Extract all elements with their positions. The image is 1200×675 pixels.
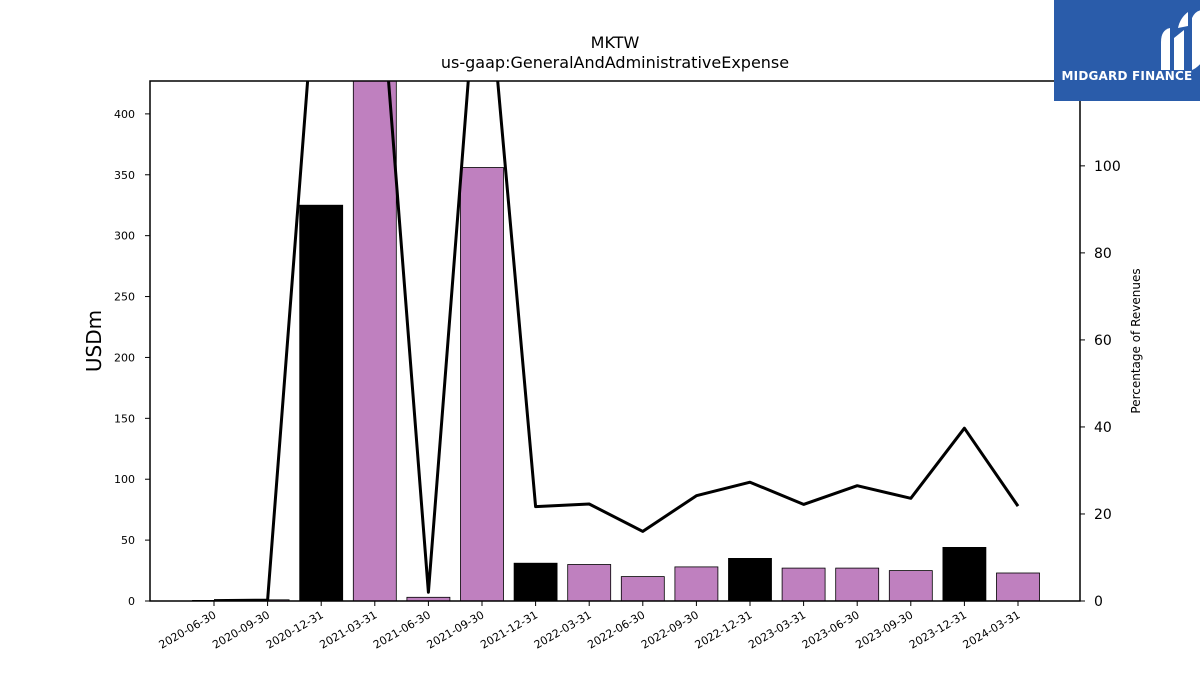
y-tick-label: 300	[114, 230, 135, 243]
bar	[835, 567, 880, 602]
x-tick-label: 2022-12-31	[693, 608, 755, 651]
x-tick-label: 2021-12-31	[478, 608, 540, 651]
y-tick-label: 100	[114, 473, 135, 486]
bar	[513, 562, 558, 602]
y2-tick-label: 0	[1094, 594, 1103, 610]
x-tick-label: 2022-03-31	[532, 608, 594, 651]
bar	[620, 576, 665, 602]
x-tick-label: 2023-03-31	[746, 608, 808, 651]
bar	[942, 547, 987, 602]
y2-axis-label: Percentage of Revenues	[1129, 268, 1143, 413]
bar	[299, 204, 344, 602]
bar	[460, 167, 504, 602]
x-tick-label: 2023-12-31	[907, 608, 969, 651]
y-tick-label: 400	[114, 108, 135, 121]
bar	[352, 80, 397, 602]
x-axis-ticks: 2020-06-302020-09-302020-12-312021-03-31…	[157, 601, 1023, 652]
x-tick-label: 2023-06-30	[800, 608, 862, 651]
x-tick-label: 2022-09-30	[639, 608, 701, 651]
y-axis-label: USDm	[82, 310, 106, 372]
y-tick-label: 200	[114, 351, 135, 364]
line-series	[213, 81, 1020, 601]
x-tick-label: 2021-03-31	[317, 608, 379, 651]
bar	[567, 564, 612, 602]
x-tick-label: 2020-06-30	[157, 608, 219, 651]
bar	[996, 572, 1040, 602]
x-tick-label: 2024-03-31	[961, 608, 1023, 651]
y2-tick-label: 40	[1094, 420, 1112, 436]
chart-subtitle: us-gaap:GeneralAndAdministrativeExpense	[441, 53, 789, 72]
x-tick-label: 2020-09-30	[210, 608, 272, 651]
x-tick-label: 2023-09-30	[853, 608, 915, 651]
x-tick-label: 2022-06-30	[585, 608, 647, 651]
bar	[674, 566, 719, 602]
y-tick-label: 350	[114, 169, 135, 182]
y-tick-label: 250	[114, 291, 135, 304]
brand-name: MIDGARD FINANCE	[1061, 69, 1193, 83]
y2-tick-label: 80	[1094, 246, 1112, 262]
logo-mark-icon	[1161, 10, 1200, 70]
left-axis-ticks: 0 50 100 150 200 250 300 350 400	[114, 108, 150, 608]
chart-title: MKTW	[591, 33, 640, 52]
bar-series	[192, 80, 1040, 602]
right-axis-ticks: 0 20 40 60 80 100	[1080, 159, 1121, 610]
bar	[888, 570, 933, 602]
brand-logo: MIDGARD FINANCE	[1054, 0, 1200, 101]
y2-tick-label: 100	[1094, 159, 1121, 175]
y-tick-label: 50	[121, 534, 135, 547]
line-path	[213, 81, 1020, 601]
y-tick-label: 0	[128, 595, 135, 608]
x-tick-label: 2020-12-31	[264, 608, 326, 651]
y-tick-label: 150	[114, 412, 135, 425]
bar	[781, 567, 826, 602]
y2-tick-label: 60	[1094, 333, 1112, 349]
y2-tick-label: 20	[1094, 507, 1112, 523]
bar	[728, 558, 772, 602]
plot-frame	[149, 80, 1081, 602]
x-tick-label: 2021-06-30	[371, 608, 433, 651]
x-tick-label: 2021-09-30	[425, 608, 487, 651]
